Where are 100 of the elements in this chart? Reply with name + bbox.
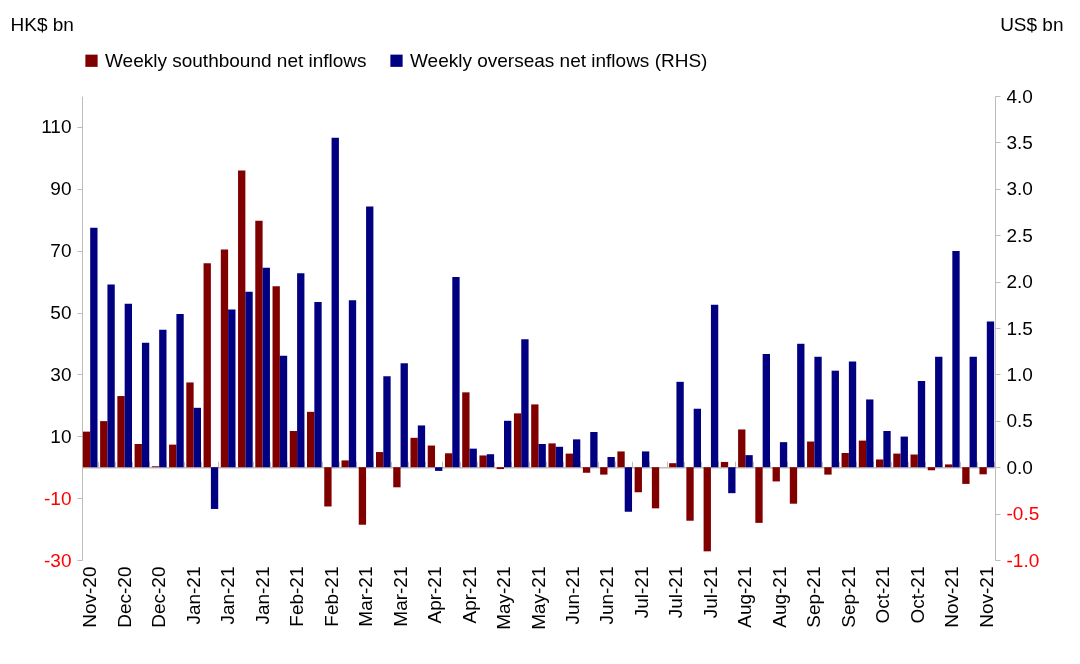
bar bbox=[762, 353, 770, 468]
bar bbox=[159, 329, 167, 468]
bar bbox=[703, 467, 711, 552]
x-tick-label: Nov-21 bbox=[975, 566, 997, 628]
x-tick-label: May-21 bbox=[493, 566, 515, 630]
y2-tick-label: 4.0 bbox=[1006, 85, 1033, 107]
x-tick-label: Nov-21 bbox=[941, 566, 963, 628]
x-tick-label: Dec-20 bbox=[148, 566, 170, 628]
bar bbox=[314, 302, 322, 468]
bar bbox=[728, 467, 736, 494]
bar bbox=[755, 467, 763, 523]
x-tick-label: Aug-21 bbox=[768, 566, 790, 628]
y2-tick-label: 1.0 bbox=[1006, 363, 1033, 385]
bar bbox=[945, 464, 953, 468]
x-tick-label: Oct-21 bbox=[872, 566, 894, 624]
x-tick-label: Oct-21 bbox=[906, 566, 928, 624]
bar bbox=[452, 276, 460, 468]
bar bbox=[979, 467, 987, 475]
bar bbox=[141, 342, 150, 468]
bar bbox=[686, 467, 694, 521]
bar bbox=[848, 361, 857, 468]
x-tick-label: Jun-21 bbox=[596, 566, 618, 625]
bar bbox=[435, 467, 443, 471]
y2-tick-label: 1.5 bbox=[1006, 317, 1033, 339]
x-tick-label: Jan-21 bbox=[217, 566, 239, 625]
x-tick-label: May-21 bbox=[527, 566, 549, 630]
bar bbox=[797, 343, 805, 468]
x-tick-label: Jul-21 bbox=[630, 566, 652, 619]
x-tick-label: Mar-21 bbox=[355, 566, 377, 627]
bar bbox=[82, 431, 91, 468]
bar bbox=[779, 442, 788, 468]
y-tick-label: 70 bbox=[50, 240, 72, 262]
bar bbox=[814, 356, 822, 468]
bar bbox=[962, 467, 970, 484]
x-tick-label: Apr-21 bbox=[458, 566, 480, 624]
bar bbox=[341, 460, 349, 468]
bar bbox=[669, 463, 677, 468]
bar bbox=[400, 363, 408, 468]
bar bbox=[366, 206, 374, 468]
bar bbox=[866, 399, 874, 468]
x-tick-label: Feb-21 bbox=[320, 566, 342, 627]
y-tick-label: 30 bbox=[50, 363, 72, 385]
y2-tick-label: 2.0 bbox=[1006, 271, 1033, 293]
bar bbox=[831, 370, 839, 468]
y-tick-label: 10 bbox=[50, 425, 72, 447]
bar bbox=[841, 452, 849, 468]
x-tick-label: Apr-21 bbox=[424, 566, 446, 624]
bar bbox=[876, 459, 884, 468]
y2-tick-label: -1.0 bbox=[1006, 549, 1040, 571]
y-tick-label: 90 bbox=[50, 178, 72, 200]
bar bbox=[600, 467, 608, 475]
y-tick-label: -10 bbox=[44, 487, 72, 509]
bar bbox=[203, 263, 211, 468]
bar bbox=[124, 303, 132, 468]
bar bbox=[134, 444, 142, 468]
bar bbox=[90, 227, 98, 468]
y2-axis-title: US$ bn bbox=[1000, 13, 1064, 35]
y2-tick-label: 3.0 bbox=[1006, 178, 1033, 200]
x-tick-label: Aug-21 bbox=[734, 566, 756, 628]
bar bbox=[738, 429, 746, 468]
x-tick-label: Nov-20 bbox=[79, 566, 101, 628]
bar bbox=[107, 284, 115, 468]
bar bbox=[348, 300, 357, 468]
bar bbox=[789, 467, 798, 504]
x-tick-label: Jul-21 bbox=[699, 566, 721, 619]
y2-tick-label: 0.0 bbox=[1006, 456, 1033, 478]
bar bbox=[297, 273, 305, 468]
bar bbox=[331, 137, 339, 468]
x-tick-label: Mar-21 bbox=[389, 566, 411, 627]
bar bbox=[693, 408, 702, 468]
bar bbox=[393, 467, 401, 488]
bar bbox=[521, 339, 529, 468]
y-tick-label: 110 bbox=[41, 116, 72, 138]
bar bbox=[651, 467, 660, 509]
bar bbox=[375, 452, 384, 468]
bar bbox=[100, 421, 108, 468]
bar bbox=[824, 467, 832, 475]
bar bbox=[720, 461, 729, 468]
y2-tick-label: 3.5 bbox=[1006, 131, 1033, 153]
bar bbox=[883, 431, 891, 468]
bar bbox=[582, 467, 591, 473]
y-tick-label: 50 bbox=[50, 302, 72, 324]
bar bbox=[952, 250, 960, 468]
bar bbox=[986, 321, 995, 468]
bar bbox=[900, 436, 908, 468]
bar bbox=[807, 441, 815, 468]
bar bbox=[324, 467, 332, 507]
y-axis-title: HK$ bn bbox=[10, 13, 74, 35]
bar bbox=[935, 356, 943, 468]
x-tick-label: Jun-21 bbox=[561, 566, 583, 625]
x-tick-label: Jan-21 bbox=[182, 566, 204, 625]
bar bbox=[710, 304, 719, 468]
bar bbox=[358, 467, 367, 525]
x-tick-label: Jul-21 bbox=[665, 566, 687, 619]
bar bbox=[383, 376, 391, 468]
bar bbox=[969, 356, 977, 468]
legend-label: Weekly overseas net inflows (RHS) bbox=[410, 49, 708, 71]
bar bbox=[590, 431, 598, 468]
x-tick-label: Feb-21 bbox=[286, 566, 308, 627]
x-tick-label: Sep-21 bbox=[803, 566, 825, 628]
